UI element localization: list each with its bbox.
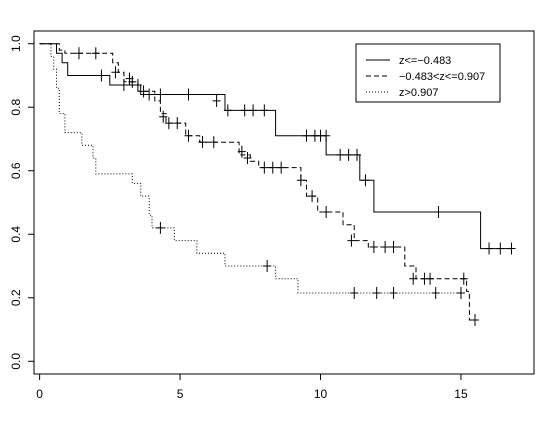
censor-mark xyxy=(128,75,137,88)
series-2 xyxy=(39,43,480,327)
censor-mark xyxy=(322,129,331,142)
censor-mark xyxy=(456,287,465,300)
censor-mark xyxy=(369,240,378,253)
censor-mark xyxy=(156,88,165,101)
censor-mark xyxy=(302,129,311,142)
censor-mark xyxy=(111,66,120,79)
censor-mark xyxy=(277,161,286,174)
censor-mark xyxy=(268,161,277,174)
censor-mark xyxy=(507,242,516,255)
series-1-curve xyxy=(39,43,512,250)
axis-layer: 0 5 10 15 0.0 0.2 0.4 0.6 0.8 1.0 xyxy=(9,35,468,401)
censor-mark xyxy=(223,104,232,117)
censor-mark xyxy=(97,69,106,82)
censor-mark xyxy=(308,190,317,203)
censor-mark xyxy=(353,148,362,161)
censor-mark xyxy=(409,272,418,285)
legend-label: −0.483<z<=0.907 xyxy=(399,71,485,83)
y-tick-label: 0.8 xyxy=(9,99,23,116)
censor-mark xyxy=(156,221,165,234)
censor-mark xyxy=(139,85,148,98)
censor-mark xyxy=(159,110,168,123)
censor-mark xyxy=(240,104,249,117)
censor-mark xyxy=(350,287,359,300)
censor-mark xyxy=(322,206,331,219)
censor-mark xyxy=(74,47,83,60)
y-tick-label: 0.4 xyxy=(9,226,23,243)
legend-label: z<=−0.483 xyxy=(399,55,451,67)
censor-mark xyxy=(347,234,356,247)
censor-mark xyxy=(237,145,246,158)
x-tick-label: 15 xyxy=(454,387,468,401)
censor-mark xyxy=(263,260,272,273)
censor-mark xyxy=(164,117,173,130)
censor-mark xyxy=(459,272,468,285)
censor-mark xyxy=(296,174,305,187)
y-tick-label: 0.6 xyxy=(9,162,23,179)
censor-mark xyxy=(471,314,480,327)
censor-mark xyxy=(260,161,269,174)
censor-mark xyxy=(434,206,443,219)
censor-mark xyxy=(361,174,370,187)
legend: z<=−0.483 −0.483<z<=0.907 z>0.907 xyxy=(355,43,501,103)
censor-mark xyxy=(209,136,218,149)
censor-mark xyxy=(336,148,345,161)
censor-mark xyxy=(389,287,398,300)
censor-mark xyxy=(173,117,182,130)
censor-mark xyxy=(381,240,390,253)
series-layer xyxy=(39,43,516,327)
x-tick-label: 0 xyxy=(36,387,43,401)
series-1 xyxy=(39,43,516,255)
plot-frame xyxy=(33,30,535,375)
y-tick-label: 0.0 xyxy=(9,353,23,370)
y-tick-label: 1.0 xyxy=(9,35,23,52)
censor-mark xyxy=(372,287,381,300)
legend-label: z>0.907 xyxy=(399,87,438,99)
legend-box xyxy=(355,43,501,103)
censor-mark xyxy=(212,94,221,107)
censor-mark xyxy=(426,272,435,285)
x-tick-label: 5 xyxy=(177,387,184,401)
censor-mark xyxy=(198,136,207,149)
censor-mark xyxy=(184,88,193,101)
censor-mark xyxy=(389,240,398,253)
y-tick-label: 0.2 xyxy=(9,289,23,306)
censor-mark xyxy=(431,287,440,300)
series-3 xyxy=(39,43,465,300)
censor-mark xyxy=(184,129,193,142)
censor-mark xyxy=(485,242,494,255)
censor-mark xyxy=(249,104,258,117)
x-tick-label: 10 xyxy=(314,387,328,401)
censor-mark xyxy=(260,104,269,117)
censor-mark xyxy=(243,152,252,165)
censor-mark xyxy=(344,148,353,161)
censor-mark xyxy=(91,47,100,60)
censor-mark xyxy=(496,242,505,255)
censor-mark xyxy=(145,88,154,101)
